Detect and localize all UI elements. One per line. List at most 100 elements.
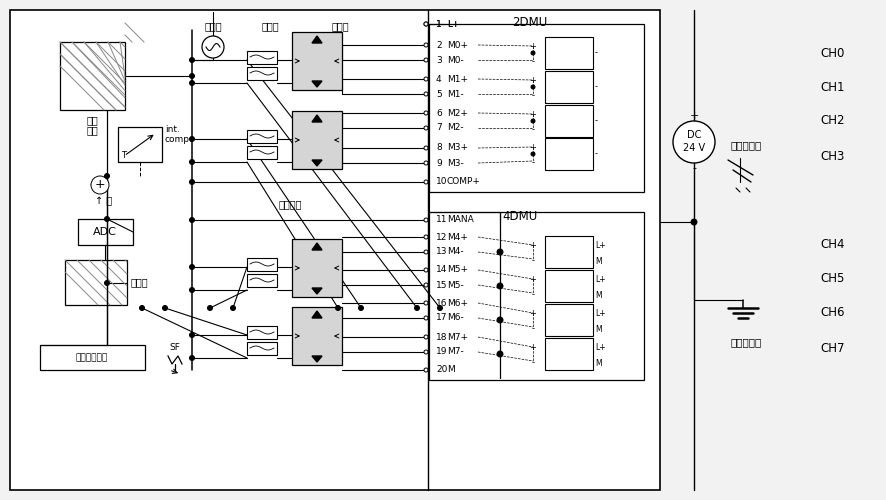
Bar	[246, 258, 276, 270]
Bar	[544, 105, 593, 137]
Bar	[246, 326, 276, 338]
Circle shape	[531, 119, 534, 123]
Bar	[429, 212, 643, 380]
Circle shape	[190, 264, 194, 270]
Text: 2: 2	[436, 40, 441, 50]
Circle shape	[190, 356, 194, 360]
Circle shape	[424, 283, 428, 287]
Bar	[291, 307, 342, 365]
Bar	[544, 71, 593, 103]
Text: CH5: CH5	[819, 272, 843, 285]
Bar	[65, 260, 127, 305]
Text: 19: 19	[436, 348, 447, 356]
Text: 2DMU: 2DMU	[512, 16, 547, 28]
Text: M: M	[595, 256, 601, 266]
Text: 3: 3	[436, 56, 441, 64]
Text: M5-: M5-	[447, 280, 463, 289]
Circle shape	[424, 316, 428, 320]
Text: +: +	[529, 42, 536, 50]
Text: +: +	[529, 342, 536, 351]
Text: -: -	[531, 256, 534, 266]
Circle shape	[424, 43, 428, 47]
Text: 1: 1	[436, 20, 441, 28]
Circle shape	[202, 36, 224, 58]
Text: +: +	[95, 178, 105, 192]
Text: comp.: comp.	[165, 136, 192, 144]
Text: -: -	[531, 324, 534, 334]
Text: M: M	[447, 366, 455, 374]
Text: +: +	[529, 240, 536, 250]
Text: 11: 11	[436, 216, 447, 224]
Circle shape	[424, 77, 428, 81]
Circle shape	[424, 335, 428, 339]
Text: M6-: M6-	[447, 314, 463, 322]
Text: 1: 1	[436, 20, 441, 28]
Bar	[40, 345, 144, 370]
Text: M7+: M7+	[447, 332, 468, 342]
Text: L+: L+	[595, 308, 605, 318]
Circle shape	[424, 218, 428, 222]
Text: M1+: M1+	[447, 74, 468, 84]
Text: M1-: M1-	[447, 90, 463, 98]
Circle shape	[424, 22, 428, 26]
Text: int.: int.	[165, 126, 180, 134]
Text: M4+: M4+	[447, 232, 467, 241]
Text: -: -	[595, 82, 597, 92]
Circle shape	[424, 368, 428, 372]
Circle shape	[437, 306, 442, 310]
Bar	[544, 236, 593, 268]
Circle shape	[91, 176, 109, 194]
Bar	[10, 10, 659, 490]
Text: 功能性接地: 功能性接地	[730, 337, 761, 347]
Text: 18: 18	[436, 332, 447, 342]
Text: CH6: CH6	[819, 306, 843, 320]
Text: -: -	[531, 92, 534, 100]
Text: M7-: M7-	[447, 348, 463, 356]
Bar	[544, 270, 593, 302]
Text: M2+: M2+	[447, 108, 467, 118]
Circle shape	[414, 306, 419, 310]
Text: 量程卡: 量程卡	[330, 21, 348, 31]
Text: 5: 5	[436, 90, 441, 98]
Text: -: -	[691, 163, 696, 173]
Circle shape	[190, 58, 194, 62]
Circle shape	[424, 22, 428, 26]
Text: M: M	[595, 358, 601, 368]
Circle shape	[424, 146, 428, 150]
Text: 6: 6	[436, 108, 441, 118]
Text: 4DMU: 4DMU	[501, 210, 537, 222]
Bar	[60, 42, 125, 110]
Circle shape	[424, 235, 428, 239]
Text: DC: DC	[686, 130, 701, 140]
Text: ↑ 无: ↑ 无	[95, 196, 112, 206]
Circle shape	[496, 317, 502, 323]
Circle shape	[690, 219, 696, 225]
Circle shape	[424, 350, 428, 354]
Text: 电隔离: 电隔离	[131, 278, 149, 287]
Text: -: -	[595, 150, 597, 158]
Text: 10: 10	[436, 178, 447, 186]
Text: M: M	[595, 324, 601, 334]
Text: 17: 17	[436, 314, 447, 322]
Text: CH3: CH3	[819, 150, 843, 162]
Circle shape	[190, 160, 194, 164]
Circle shape	[496, 351, 502, 357]
Circle shape	[139, 306, 144, 310]
Text: CH0: CH0	[819, 46, 843, 60]
Text: T: T	[120, 152, 126, 160]
Circle shape	[424, 268, 428, 272]
Circle shape	[105, 280, 109, 285]
Bar	[246, 146, 276, 158]
Text: M0-: M0-	[447, 56, 463, 64]
Text: 24 V: 24 V	[682, 143, 704, 153]
Text: 9: 9	[436, 158, 441, 168]
Text: L+: L+	[595, 274, 605, 283]
Polygon shape	[312, 36, 322, 43]
Text: +: +	[529, 274, 536, 283]
Text: -: -	[531, 290, 534, 300]
Bar	[544, 338, 593, 370]
Text: 电源: 电源	[87, 125, 98, 135]
Text: 8: 8	[436, 144, 441, 152]
Polygon shape	[312, 160, 322, 166]
Text: 16: 16	[436, 298, 447, 308]
